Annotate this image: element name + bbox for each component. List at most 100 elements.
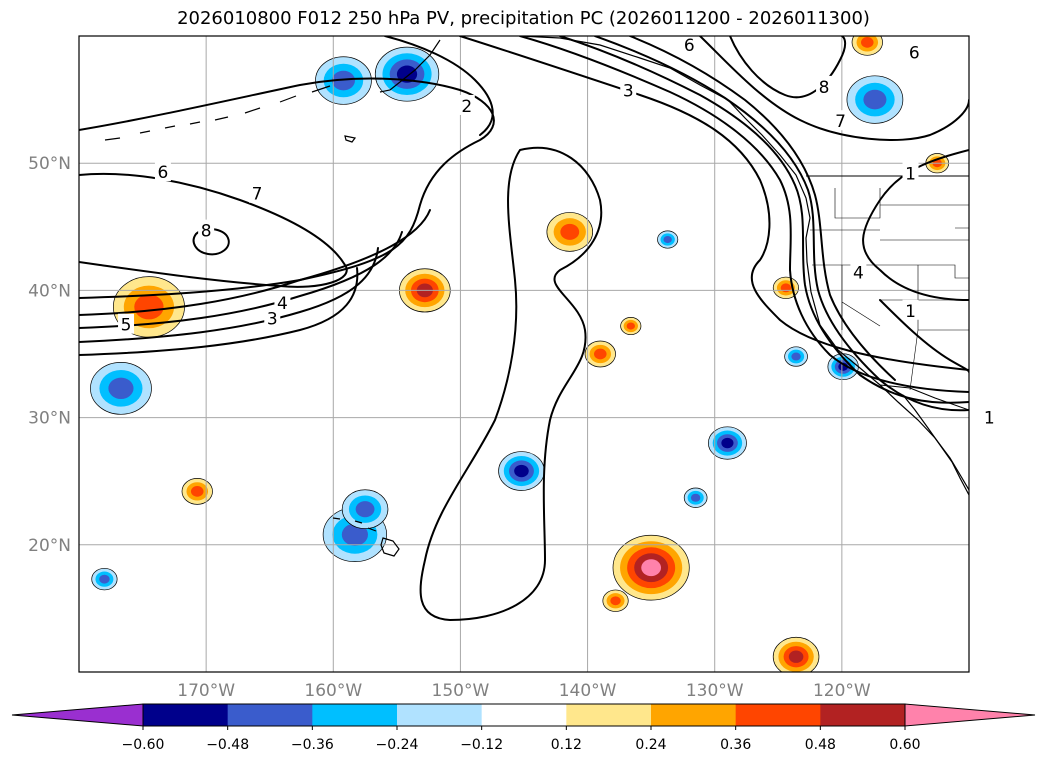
country-borders	[806, 175, 969, 411]
contour-label-bg	[264, 307, 281, 328]
colorbar-segment	[143, 704, 229, 726]
contour-label-bg	[981, 406, 998, 427]
colorbar-tick-label: 0.48	[805, 737, 836, 753]
precip-anomaly-level	[791, 352, 801, 361]
y-tick-label: 20°N	[28, 536, 71, 556]
x-tick-label: 140°W	[559, 681, 617, 701]
map-frame	[78, 35, 970, 673]
precip-anomaly-level	[514, 464, 529, 478]
contour-label: 7	[835, 112, 846, 132]
precip-anomaly-level	[780, 283, 792, 293]
pv-contour-4-ridge	[519, 36, 969, 393]
colorbar-tick-label: −0.12	[460, 737, 503, 753]
precip-anomaly-blob	[846, 75, 904, 124]
colorbar-extend-low	[11, 703, 144, 727]
colorbar-segment	[566, 704, 652, 726]
contour-label-bg	[620, 79, 637, 100]
x-tick-label: 170°W	[177, 681, 235, 701]
pv-contour-7-upper	[699, 36, 969, 141]
pv-contour-3-ridge	[459, 36, 969, 371]
pv-contour-5-jet	[79, 247, 379, 343]
north-america-coastline	[519, 36, 969, 491]
colorbar-segment	[397, 704, 483, 726]
contour-label: 1	[905, 164, 916, 184]
figure-title: 2026010800 F012 250 hPa PV, precipitatio…	[177, 8, 870, 29]
pv-contour-1-south	[879, 299, 969, 373]
precip-anomaly-blob	[657, 230, 679, 249]
precip-anomaly-blob	[708, 426, 747, 460]
contour-label: 1	[905, 302, 916, 322]
pv-contour-6-ridge	[594, 36, 969, 412]
pv-contour-4-jet	[79, 231, 403, 329]
contour-label-bg	[902, 162, 919, 183]
colorbar-tick-label: −0.48	[206, 737, 249, 753]
precip-anomaly-blob	[683, 487, 708, 508]
pv-contour-high-pv-lobe	[79, 172, 348, 288]
contour-label: 1	[984, 409, 995, 429]
pv-contour-5-ridge	[559, 36, 969, 404]
x-tick-label: 160°W	[304, 681, 362, 701]
pv-contours	[79, 36, 969, 621]
colorbar-extend-high	[904, 703, 1036, 727]
contour-label-bg	[274, 292, 291, 313]
contour-label: 2	[461, 97, 472, 117]
pv-contour-6-jet	[79, 267, 359, 356]
colorbar-tick-label: −0.36	[291, 737, 334, 753]
precip-anomaly-level	[396, 65, 418, 83]
coastlines	[104, 36, 969, 557]
colorbar-tick-label: −0.60	[122, 737, 165, 753]
colorbar-tick-labels: −0.60 −0.48 −0.36 −0.24 −0.12 0.12 0.24 0.36 0.4…	[122, 726, 921, 753]
contour-label: 6	[158, 163, 169, 183]
precip-anomaly-level	[560, 223, 580, 240]
contour-label-bg	[902, 299, 919, 320]
precip-anomaly-level	[355, 501, 375, 518]
pv-contour-2-ridge	[384, 36, 494, 136]
precip-anomaly-blob	[91, 567, 118, 591]
precip-anomaly-blob	[546, 212, 594, 252]
precip-anomaly-level	[108, 377, 134, 400]
y-tick-labels: 20°N 30°N 40°N 50°N	[28, 154, 71, 556]
y-tick-label: 30°N	[28, 409, 71, 429]
precipitation-shading	[90, 36, 950, 672]
colorbar	[11, 703, 1036, 727]
precip-anomaly-blob	[341, 489, 389, 529]
contour-label-bg	[249, 182, 265, 203]
pv-contour-2-trough	[79, 77, 495, 299]
colorbar-tick-label: 0.60	[889, 737, 920, 753]
pv-contour-1-east	[862, 149, 969, 301]
precip-anomaly-level	[721, 437, 734, 449]
precip-anomaly-level	[641, 559, 662, 577]
us-mexico-border	[879, 384, 969, 411]
y-tick-label: 40°N	[28, 281, 71, 301]
contour-label: 6	[909, 44, 920, 64]
precip-anomaly-blob	[612, 534, 690, 601]
precip-anomaly-level	[690, 493, 701, 502]
contour-label: 6	[684, 36, 695, 56]
precip-anomaly-blob	[90, 362, 152, 415]
hawaii-islands	[332, 517, 400, 557]
contour-label: 3	[623, 82, 634, 102]
precip-anomaly-blob	[784, 346, 808, 367]
precip-anomaly-level	[663, 235, 672, 244]
precip-anomaly-blob	[584, 340, 616, 368]
x-tick-label: 150°W	[432, 681, 490, 701]
precip-anomaly-blob	[772, 636, 820, 672]
colorbar-segment	[481, 704, 567, 726]
contour-label-bg	[906, 41, 923, 62]
precip-anomaly-blob	[851, 36, 883, 56]
precip-anomaly-level	[99, 574, 110, 584]
aleutian-islands	[104, 85, 357, 143]
colorbar-segment	[820, 704, 906, 726]
colorbar-segment	[651, 704, 737, 726]
pv-contour-7-ridge	[629, 36, 896, 381]
contour-label: 4	[277, 294, 288, 314]
contour-label: 4	[853, 264, 864, 284]
colorbar-tick-label: 0.36	[720, 737, 751, 753]
contour-label-bg	[832, 110, 849, 131]
precip-anomaly-level	[331, 70, 355, 91]
contour-label-bg	[154, 161, 171, 182]
precip-anomaly-level	[863, 89, 887, 110]
x-tick-label: 120°W	[813, 681, 871, 701]
precip-anomaly-blob	[602, 589, 629, 612]
